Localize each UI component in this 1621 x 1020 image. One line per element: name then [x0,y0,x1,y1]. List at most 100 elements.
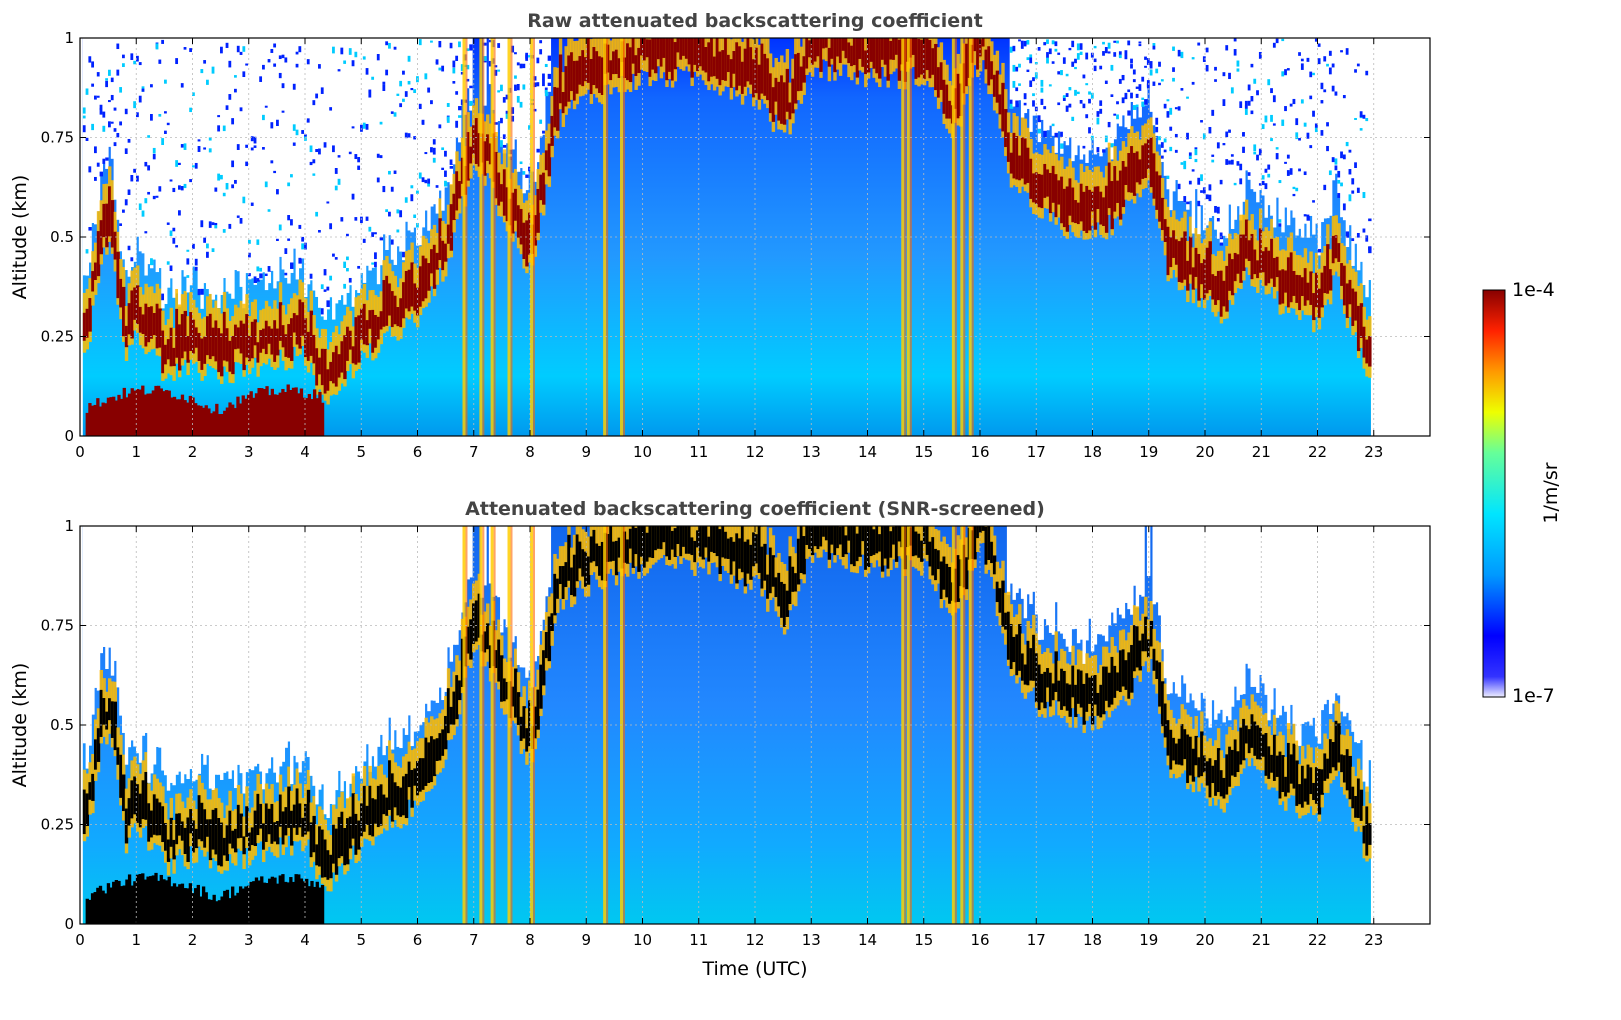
layer-cell [278,302,283,341]
noise-speckle [183,183,188,189]
surface-layer-cell [85,898,89,924]
noise-speckle [533,108,538,112]
clear-sky-column [1239,38,1243,221]
clear-sky-column [1118,526,1123,615]
clear-sky-column [1303,38,1308,224]
noise-speckle [1180,88,1184,91]
layer-cell [869,38,874,62]
layer-cell [1009,624,1014,670]
noise-speckle [1130,64,1134,69]
noise-speckle [1026,57,1030,61]
layer-cell [973,526,977,560]
layer-cell [1286,257,1291,308]
surface-layer-cell [127,874,132,924]
layer-cell [1270,238,1274,279]
layer-cell [612,51,616,75]
surface-layer-cell [217,900,222,924]
noise-speckle [1188,155,1193,159]
noise-speckle [234,88,238,93]
noise-speckle [511,45,515,53]
x-tick-label: 11 [689,931,708,949]
clear-sky-column [402,526,406,729]
layer-cell [740,526,745,573]
clear-sky-column [382,526,386,756]
noise-speckle [138,62,143,66]
layer-cell [1104,666,1109,701]
noise-speckle [533,82,538,88]
layer-cell [1099,684,1103,718]
layer-cell [309,822,314,858]
surface-layer-cell [260,876,264,924]
layer-cell [211,809,216,850]
noise-speckle [1034,72,1039,79]
noise-speckle [351,193,356,200]
noise-speckle [1079,51,1084,55]
layer-cell [956,555,960,602]
surface-layer-cell [228,898,232,924]
layer-cell [250,321,255,359]
noise-speckle [1118,54,1123,59]
noise-speckle [108,121,112,128]
clear-sky-column [1062,38,1067,142]
noise-speckle [1303,122,1308,127]
clear-sky-column [138,38,143,252]
clear-sky-column [304,526,308,752]
clear-sky-column [119,38,123,252]
layer-cell [236,804,241,839]
surface-layer-cell [172,396,177,436]
noise-speckle [1345,141,1350,147]
x-tick-label: 17 [1027,931,1046,949]
surface-layer-cell [133,390,137,436]
clear-sky-column [326,526,330,819]
x-tick-label: 18 [1083,443,1102,461]
layer-cell [539,174,543,201]
clear-sky-column [147,526,151,783]
layer-cell [550,115,554,146]
layer-cell [1365,806,1369,856]
surface-layer-cell [215,403,219,436]
noise-speckle [1057,102,1061,106]
noise-speckle [544,63,549,68]
layer-cell [679,526,683,557]
layer-cell [1138,159,1142,185]
layer-cell [329,854,333,879]
layer-cell [799,66,804,91]
noise-speckle [525,174,529,178]
clear-sky-column [1298,526,1302,746]
layer-cell [1186,734,1190,784]
layer-cell [656,526,661,549]
layer-cell [1082,683,1086,725]
noise-speckle [340,217,344,222]
clear-sky-column [410,38,414,233]
y-tick-label: 0.5 [50,716,74,734]
noise-speckle [1323,56,1327,62]
noise-speckle [1309,71,1313,78]
noise-speckle [144,198,148,204]
layer-cell [1177,241,1182,282]
noise-speckle [200,288,204,295]
layer-cell [934,548,938,581]
clear-sky-column [144,526,148,733]
surface-layer-cell [291,387,296,436]
clear-sky-column [281,526,286,762]
noise-speckle [1071,61,1075,67]
layer-cell [315,844,319,866]
noise-speckle [1348,169,1352,175]
layer-cell [516,692,521,725]
surface-layer-cell [244,398,248,436]
layer-cell [522,222,526,259]
layer-cell [743,48,748,87]
layer-cell [726,54,731,73]
layer-cell [659,526,664,550]
transition-band [822,526,826,550]
surface-layer-cell [154,872,158,924]
layer-cell [612,541,616,561]
surface-layer-cell [265,386,269,436]
layer-cell [427,742,431,783]
surface-layer-cell [204,405,208,436]
clear-sky-column [287,526,291,742]
precip-streak-edge [963,526,966,924]
noise-speckle [416,222,420,228]
layer-cell [99,689,104,737]
noise-speckle [276,238,280,242]
